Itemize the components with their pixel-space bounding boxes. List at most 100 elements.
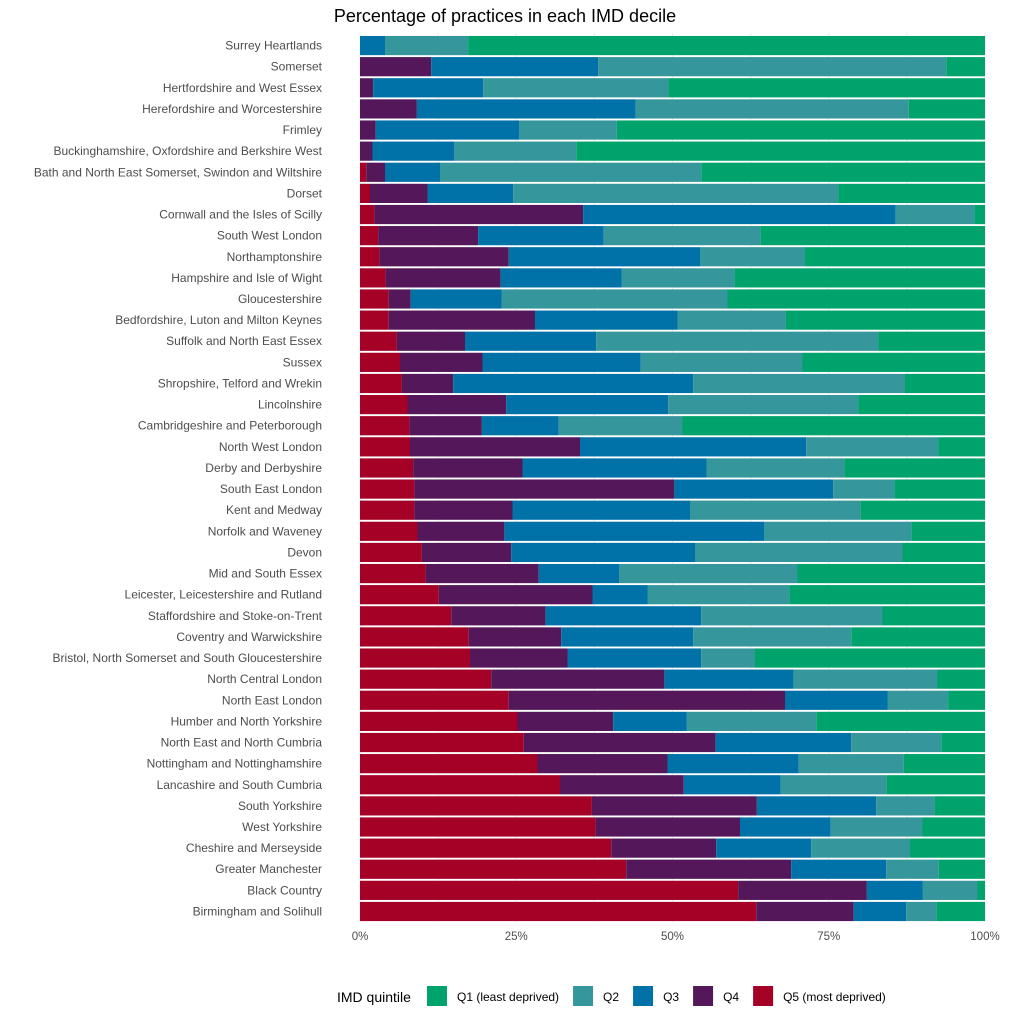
bar-segment — [853, 901, 907, 922]
bar-segment — [396, 331, 465, 351]
bar-segment — [360, 521, 418, 541]
y-axis-label: Sussex — [283, 355, 322, 369]
bar-segment — [664, 669, 794, 689]
bar-segment — [690, 500, 861, 520]
y-axis-label: Cheshire and Merseyside — [186, 841, 322, 855]
bar-segment — [375, 120, 520, 140]
bar-segment — [946, 57, 985, 77]
bar-segment — [793, 669, 938, 689]
bar-segment — [410, 289, 502, 309]
bar-segment — [491, 669, 665, 689]
bar-segment — [860, 500, 985, 520]
bar-segment — [802, 352, 985, 372]
y-axis-label: Frimley — [283, 123, 322, 137]
bar-segment — [360, 35, 385, 56]
bar-segment — [360, 479, 415, 499]
bar-segment — [798, 754, 904, 774]
bar-segment — [882, 606, 985, 626]
bar-segment — [616, 120, 985, 140]
legend-label: Q5 (most deprived) — [783, 990, 886, 1004]
bar-segment — [401, 373, 454, 394]
bar-segment — [535, 310, 678, 330]
bar-segment — [501, 289, 728, 309]
bar-segment — [483, 78, 669, 98]
bar-segment — [360, 627, 469, 647]
y-axis-label: Kent and Medway — [226, 503, 322, 517]
y-axis-label: Hertfordshire and West Essex — [163, 81, 322, 95]
y-axis-label: Lancashire and South Cumbria — [157, 778, 323, 792]
bar-segment — [360, 226, 379, 246]
bar-segment — [878, 331, 985, 351]
bar-segment — [465, 331, 597, 351]
bar-segment — [388, 310, 535, 330]
bar-segment — [668, 78, 985, 98]
bar-segment — [647, 585, 790, 605]
bar-segment — [360, 796, 592, 816]
bar-segment — [621, 268, 735, 288]
bar-segment — [894, 479, 985, 499]
y-axis-label: Staffordshire and Stoke-on-Trent — [148, 609, 323, 623]
y-axis-label: South East London — [220, 482, 322, 496]
bar-segment — [886, 859, 939, 879]
bar-segment — [379, 247, 509, 267]
bar-segment — [360, 247, 380, 267]
y-axis-label: Herefordshire and Worcestershire — [142, 102, 322, 116]
bar-segment — [470, 648, 568, 668]
bar-segment — [360, 711, 518, 731]
bar-segment — [414, 500, 513, 520]
legend-swatch — [753, 986, 774, 1006]
bar-segment — [360, 289, 389, 309]
bar-segment — [937, 669, 985, 689]
y-axis-label: Bath and North East Somerset, Swindon an… — [34, 165, 322, 179]
bar-segment — [922, 880, 978, 900]
bar-segment — [512, 500, 690, 520]
bar-segment — [360, 352, 400, 372]
bar-segment — [598, 57, 947, 77]
bar-segment — [596, 331, 879, 351]
bar-segment — [360, 310, 389, 330]
y-axis-label: Suffolk and North East Essex — [166, 334, 322, 348]
bar-segment — [360, 268, 386, 288]
bar-segment — [425, 563, 539, 584]
bar-segment — [805, 247, 985, 267]
bar-segment — [360, 458, 414, 478]
bar-segment — [374, 204, 584, 225]
bar-segment — [938, 437, 985, 457]
bar-segment — [701, 162, 985, 182]
bar-segment — [789, 585, 985, 605]
bar-segment — [360, 901, 757, 922]
bar-segment — [453, 373, 694, 394]
y-axis-label: Greater Manchester — [215, 862, 322, 876]
y-axis-label: Hampshire and Isle of Wight — [171, 271, 322, 285]
bar-segment — [613, 711, 687, 731]
bar-segment — [360, 648, 470, 668]
x-axis-tick-label: 100% — [970, 931, 999, 943]
bar-segment — [360, 162, 367, 182]
bar-segment — [756, 901, 854, 922]
bar-segment — [760, 226, 985, 246]
y-axis-label: North Central London — [207, 672, 322, 686]
bar-segment — [360, 500, 415, 520]
bar-segment — [576, 141, 985, 161]
bar-segment — [360, 204, 375, 225]
legend-swatch — [573, 986, 594, 1006]
bar-segment — [830, 817, 923, 837]
bar-segment — [591, 796, 757, 816]
bar-segment — [674, 479, 834, 499]
bar-segment — [974, 204, 985, 225]
legend: IMD quintile Q1 (least deprived) Q2 Q3 Q4 Q5… — [337, 986, 886, 1006]
bar-segment — [706, 458, 845, 478]
y-axis-label: Nottingham and Nottinghamshire — [147, 757, 323, 771]
bar-segment — [626, 859, 792, 879]
bar-segment — [431, 57, 599, 77]
bar-segment — [851, 627, 985, 647]
legend-swatch — [693, 986, 714, 1006]
bar-segment — [785, 690, 888, 710]
y-axis-label: Shropshire, Telford and Wrekin — [158, 376, 322, 390]
bar-segment — [635, 99, 909, 119]
y-axis-label: Somerset — [271, 60, 323, 74]
y-axis-label: Buckinghamshire, Oxfordshire and Berkshi… — [53, 144, 322, 158]
bar-segment — [400, 352, 483, 372]
bar-segment — [360, 78, 374, 98]
